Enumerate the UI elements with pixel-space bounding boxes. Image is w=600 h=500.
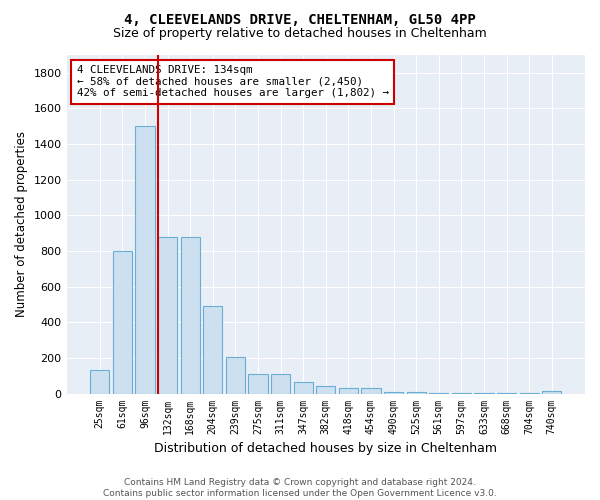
Text: Contains HM Land Registry data © Crown copyright and database right 2024.
Contai: Contains HM Land Registry data © Crown c…	[103, 478, 497, 498]
Bar	[248, 374, 268, 394]
Bar	[203, 306, 223, 394]
Bar	[339, 388, 358, 394]
Bar	[136, 126, 155, 394]
X-axis label: Distribution of detached houses by size in Cheltenham: Distribution of detached houses by size …	[154, 442, 497, 455]
Bar	[407, 392, 426, 394]
Bar	[316, 386, 335, 394]
Bar	[361, 388, 380, 394]
Bar	[293, 382, 313, 394]
Bar	[158, 237, 177, 394]
Text: Size of property relative to detached houses in Cheltenham: Size of property relative to detached ho…	[113, 28, 487, 40]
Bar	[475, 393, 494, 394]
Bar	[497, 393, 516, 394]
Bar	[90, 370, 109, 394]
Bar	[542, 391, 562, 394]
Bar	[181, 237, 200, 394]
Y-axis label: Number of detached properties: Number of detached properties	[15, 132, 28, 318]
Bar	[271, 374, 290, 394]
Text: 4 CLEEVELANDS DRIVE: 134sqm
← 58% of detached houses are smaller (2,450)
42% of : 4 CLEEVELANDS DRIVE: 134sqm ← 58% of det…	[77, 65, 389, 98]
Bar	[226, 357, 245, 394]
Bar	[384, 392, 403, 394]
Bar	[452, 392, 471, 394]
Bar	[113, 251, 132, 394]
Bar	[429, 392, 448, 394]
Text: 4, CLEEVELANDS DRIVE, CHELTENHAM, GL50 4PP: 4, CLEEVELANDS DRIVE, CHELTENHAM, GL50 4…	[124, 12, 476, 26]
